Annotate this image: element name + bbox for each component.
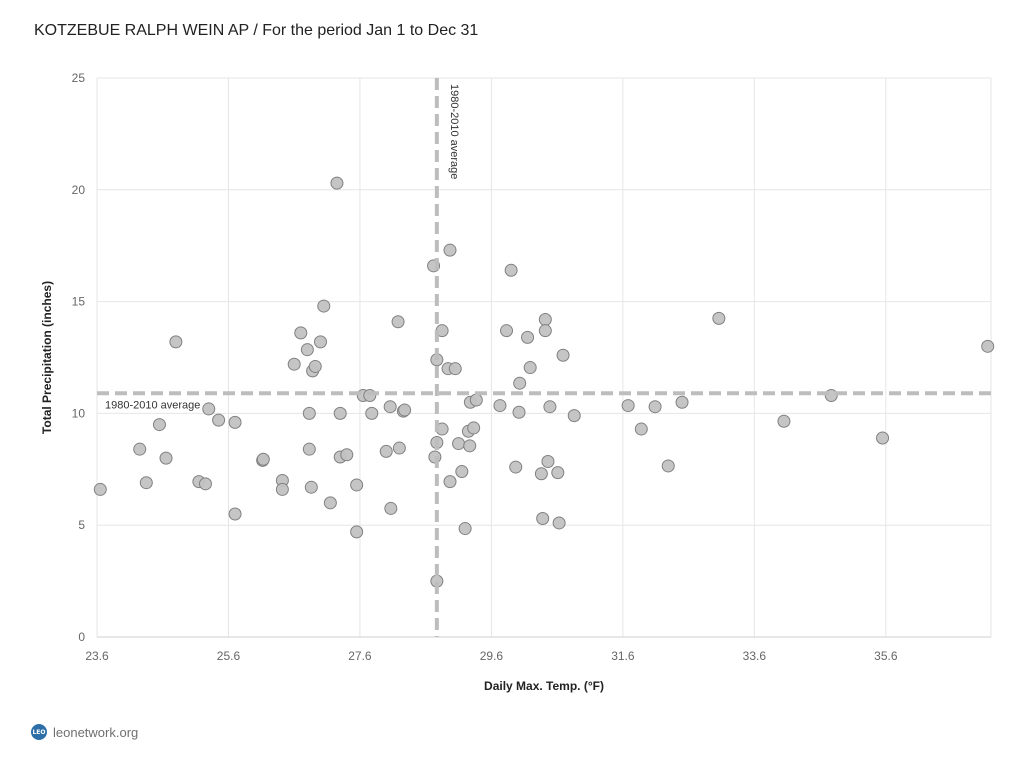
data-point <box>398 403 412 417</box>
data-point <box>876 431 890 445</box>
data-point <box>212 413 226 427</box>
x-tick-label: 31.6 <box>611 649 635 663</box>
data-point <box>536 511 550 525</box>
data-point <box>93 482 107 496</box>
data-points <box>93 176 995 588</box>
data-point <box>493 399 507 413</box>
data-point <box>509 460 523 474</box>
data-point <box>308 359 322 373</box>
chart-title: KOTZEBUE RALPH WEIN AP / For the period … <box>34 22 479 39</box>
footer-site-link[interactable]: leonetwork.org <box>53 724 139 740</box>
data-point <box>467 421 481 435</box>
data-point <box>648 400 662 414</box>
data-point <box>287 357 301 371</box>
y-axis-title: Total Precipitation (inches) <box>40 281 54 434</box>
data-point <box>551 466 565 480</box>
y-tick-label: 10 <box>72 406 86 420</box>
data-point <box>712 311 726 325</box>
data-point <box>534 467 548 481</box>
data-point <box>228 507 242 521</box>
data-point <box>333 406 347 420</box>
data-point <box>443 475 457 489</box>
y-tick-label: 5 <box>78 518 85 532</box>
y-tick-label: 15 <box>72 295 86 309</box>
data-point <box>392 441 406 455</box>
data-point <box>661 459 675 473</box>
data-point <box>513 376 527 390</box>
y-tick-label: 25 <box>72 71 86 85</box>
data-point <box>139 476 153 490</box>
data-point <box>521 330 535 344</box>
data-point <box>621 399 635 413</box>
data-point <box>448 362 462 376</box>
data-point <box>314 335 327 349</box>
data-point <box>500 324 514 338</box>
data-point <box>543 400 557 414</box>
data-point <box>169 335 183 349</box>
data-point <box>556 348 570 362</box>
leo-logo-icon: LEO <box>31 724 47 740</box>
x-tick-label: 25.6 <box>217 649 241 663</box>
data-point <box>330 176 344 190</box>
data-point <box>458 522 472 536</box>
data-point <box>634 422 648 436</box>
data-point <box>302 406 316 420</box>
data-point <box>294 326 308 340</box>
data-point <box>133 442 147 456</box>
x-tick-label: 35.6 <box>874 649 898 663</box>
x-tick-label: 23.6 <box>85 649 109 663</box>
data-point <box>538 324 552 338</box>
axis-labels: Daily Max. Temp. (°F) Total Precipitation… <box>40 281 604 693</box>
data-point <box>304 480 318 494</box>
y-tick-label: 20 <box>72 183 86 197</box>
y-average-label: 1980-2010 average <box>105 399 200 411</box>
y-tick-label: 0 <box>78 630 85 644</box>
data-point <box>777 414 791 428</box>
data-point <box>300 343 314 357</box>
data-point <box>152 418 166 432</box>
data-point <box>541 454 555 468</box>
x-tick-label: 27.6 <box>348 649 372 663</box>
x-average-label: 1980-2010 average <box>448 84 460 179</box>
data-point <box>383 400 397 414</box>
data-point <box>317 299 331 313</box>
data-point <box>469 393 483 407</box>
data-point <box>198 477 212 491</box>
x-tick-label: 33.6 <box>743 649 767 663</box>
data-point <box>323 496 337 510</box>
data-point <box>523 361 537 375</box>
data-point <box>159 451 173 465</box>
data-point <box>256 452 270 466</box>
data-point <box>552 516 566 530</box>
data-point <box>202 402 216 416</box>
data-point <box>228 415 242 429</box>
grid-lines <box>96 77 992 638</box>
axes: 0 5 10 15 20 25 23.6 25.6 27.6 29.6 31.6 33.6 35.6 <box>72 71 991 663</box>
data-point <box>350 478 364 492</box>
data-point <box>391 315 405 329</box>
x-axis-title: Daily Max. Temp. (°F) <box>484 679 604 693</box>
data-point <box>463 439 477 453</box>
data-point <box>452 437 466 451</box>
data-point <box>675 395 689 409</box>
data-point <box>455 465 469 479</box>
data-point <box>981 339 995 353</box>
data-point <box>538 312 552 326</box>
data-point <box>365 406 379 420</box>
data-point <box>302 442 316 456</box>
data-point <box>504 263 518 277</box>
reference-lines: 1980-2010 average 1980-2010 average <box>97 78 991 637</box>
data-point <box>443 243 457 257</box>
data-point <box>379 444 393 458</box>
data-point <box>384 501 398 515</box>
x-tick-label: 29.6 <box>480 649 504 663</box>
data-point <box>567 409 581 423</box>
data-point <box>350 525 364 539</box>
data-point <box>275 482 289 496</box>
data-point <box>340 448 354 462</box>
data-point <box>512 405 526 419</box>
footer-brand[interactable]: LEO leonetwork.org <box>31 724 138 740</box>
